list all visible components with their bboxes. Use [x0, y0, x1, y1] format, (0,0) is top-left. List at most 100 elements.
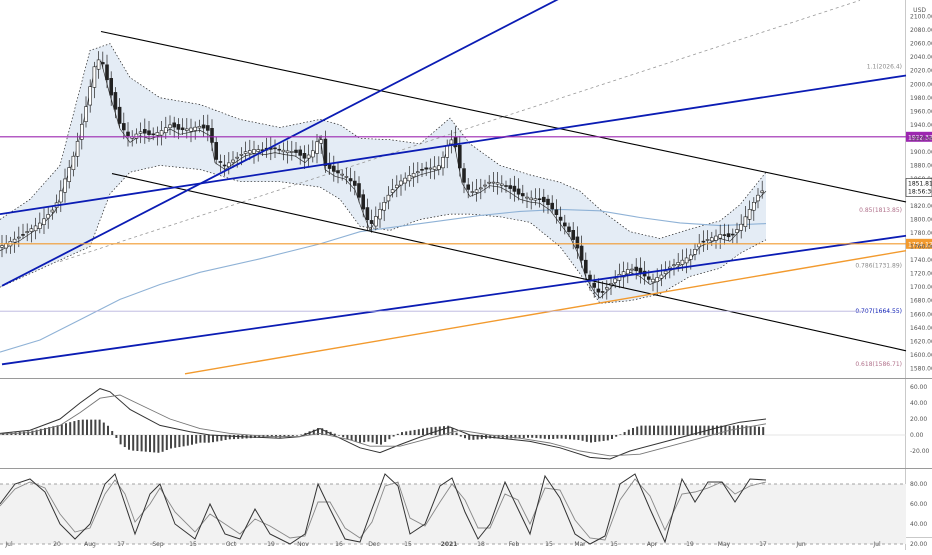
candle-body [390, 189, 395, 193]
price-tick-label: 1600.00 [910, 352, 932, 359]
macd-histogram-bar [543, 435, 546, 439]
candle-body [29, 228, 34, 232]
candle-body [302, 153, 307, 159]
macd-histogram-bar [686, 425, 689, 435]
macd-histogram-bar [195, 435, 198, 444]
candle-body [415, 171, 420, 174]
macd-histogram-bar [170, 435, 172, 449]
macd-histogram-bar [577, 435, 580, 440]
time-tick-label: May [718, 541, 731, 548]
moving-average-line [0, 60, 767, 299]
candle-body [319, 139, 324, 144]
candle-body [483, 184, 487, 187]
candle-body [504, 185, 508, 187]
macd-histogram-bar [325, 430, 328, 435]
macd-histogram-bar [522, 435, 525, 439]
candle-body [382, 201, 387, 211]
candle-body [231, 159, 235, 163]
countdown-value: 18:56:36 [908, 189, 932, 196]
time-tick-label: 17 [117, 541, 125, 548]
macd-histogram-bar [762, 427, 765, 435]
macd-histogram-bar [396, 433, 399, 435]
time-tick-label: 2021 [441, 541, 458, 548]
candle-body [634, 266, 639, 272]
macd-histogram-bar [312, 429, 315, 435]
macd-histogram-bar [531, 435, 534, 438]
candle-body [520, 193, 525, 197]
macd-histogram-bar [644, 425, 647, 435]
macd-histogram-bar [514, 435, 517, 439]
candle-body [537, 198, 542, 201]
macd-histogram-bar [527, 435, 529, 438]
price-tick-label: 2000.00 [910, 81, 932, 88]
macd-histogram-bar [136, 435, 139, 451]
candle-body [600, 291, 605, 293]
price-tick-label: 2100.00 [910, 14, 932, 21]
macd-histogram-bar [552, 435, 555, 439]
trendline-layer [0, 0, 907, 375]
candle-body [218, 161, 223, 163]
macd-histogram-bar [140, 435, 143, 452]
time-tick-label: Feb [509, 541, 520, 548]
candle-body [466, 184, 471, 190]
price-tick-label: 1760.00 [910, 244, 932, 251]
macd-histogram-bar [682, 425, 685, 435]
macd-histogram-bar [157, 435, 160, 453]
macd-histogram-bar [300, 434, 303, 436]
time-tick-label: 16 [335, 541, 343, 548]
macd-signal-line [0, 394, 767, 457]
macd-histogram-bar [745, 425, 748, 435]
macd-histogram-bar [417, 429, 420, 435]
candle-body [583, 259, 588, 274]
candle-body [75, 141, 80, 157]
macd-histogram-bar [464, 435, 466, 439]
candle-body [352, 180, 357, 186]
fib-level-label: 0.707(1664.55) [855, 308, 902, 315]
macd-histogram-bar [468, 435, 471, 440]
macd-histogram-bar [657, 425, 660, 435]
bollinger-upper-line [0, 43, 767, 239]
price-tick-label: 1900.00 [910, 149, 932, 156]
macd-histogram-bar [212, 435, 214, 443]
candle-body [92, 66, 97, 88]
dotted-trendline [59, 0, 861, 262]
time-tick-label: 15 [545, 541, 553, 548]
time-axis: Jul 20 Aug 17 Sep 15 Oct 19 Nov 16 Dec 15 2021 18 Feb 1… [4, 541, 881, 548]
candle-body [688, 254, 693, 260]
macd-histogram-bar [548, 435, 550, 440]
candle-body [63, 178, 67, 193]
macd-histogram-bar [77, 419, 80, 435]
candle-body [151, 133, 155, 136]
candle-body [541, 196, 546, 203]
time-tick-label: 15 [404, 541, 412, 548]
macd-histogram-bar [321, 428, 324, 435]
candle-body [571, 230, 576, 240]
candle-body [684, 257, 689, 264]
macd-histogram-bar [472, 435, 475, 440]
macd-histogram-bar [44, 427, 46, 435]
fib-level-label: 0.85(1813.85) [859, 207, 902, 214]
candle-body [105, 64, 109, 81]
candle-body [747, 209, 752, 220]
time-tick-label: 20 [53, 541, 61, 548]
macd-histogram-bar [510, 435, 513, 439]
candle-body [306, 154, 311, 159]
time-tick-label: Jun [795, 541, 806, 548]
candle-body [760, 190, 765, 193]
candle-body [386, 194, 391, 202]
macd-histogram-bar [65, 423, 67, 435]
candle-body [441, 157, 445, 169]
macd-histogram-bar [732, 425, 735, 435]
macd-histogram-bar [363, 435, 366, 443]
candle-body [705, 239, 710, 241]
macd-histogram-bar [333, 433, 336, 435]
macd-histogram-bar [111, 430, 114, 435]
macd-histogram-bar [585, 435, 588, 442]
candle-body [667, 266, 672, 269]
macd-histogram-bar [758, 426, 760, 435]
macd-histogram-bar [661, 425, 664, 435]
macd-histogram-bar [342, 435, 345, 438]
macd-histogram-bar [128, 435, 130, 450]
candle-body [672, 264, 676, 267]
